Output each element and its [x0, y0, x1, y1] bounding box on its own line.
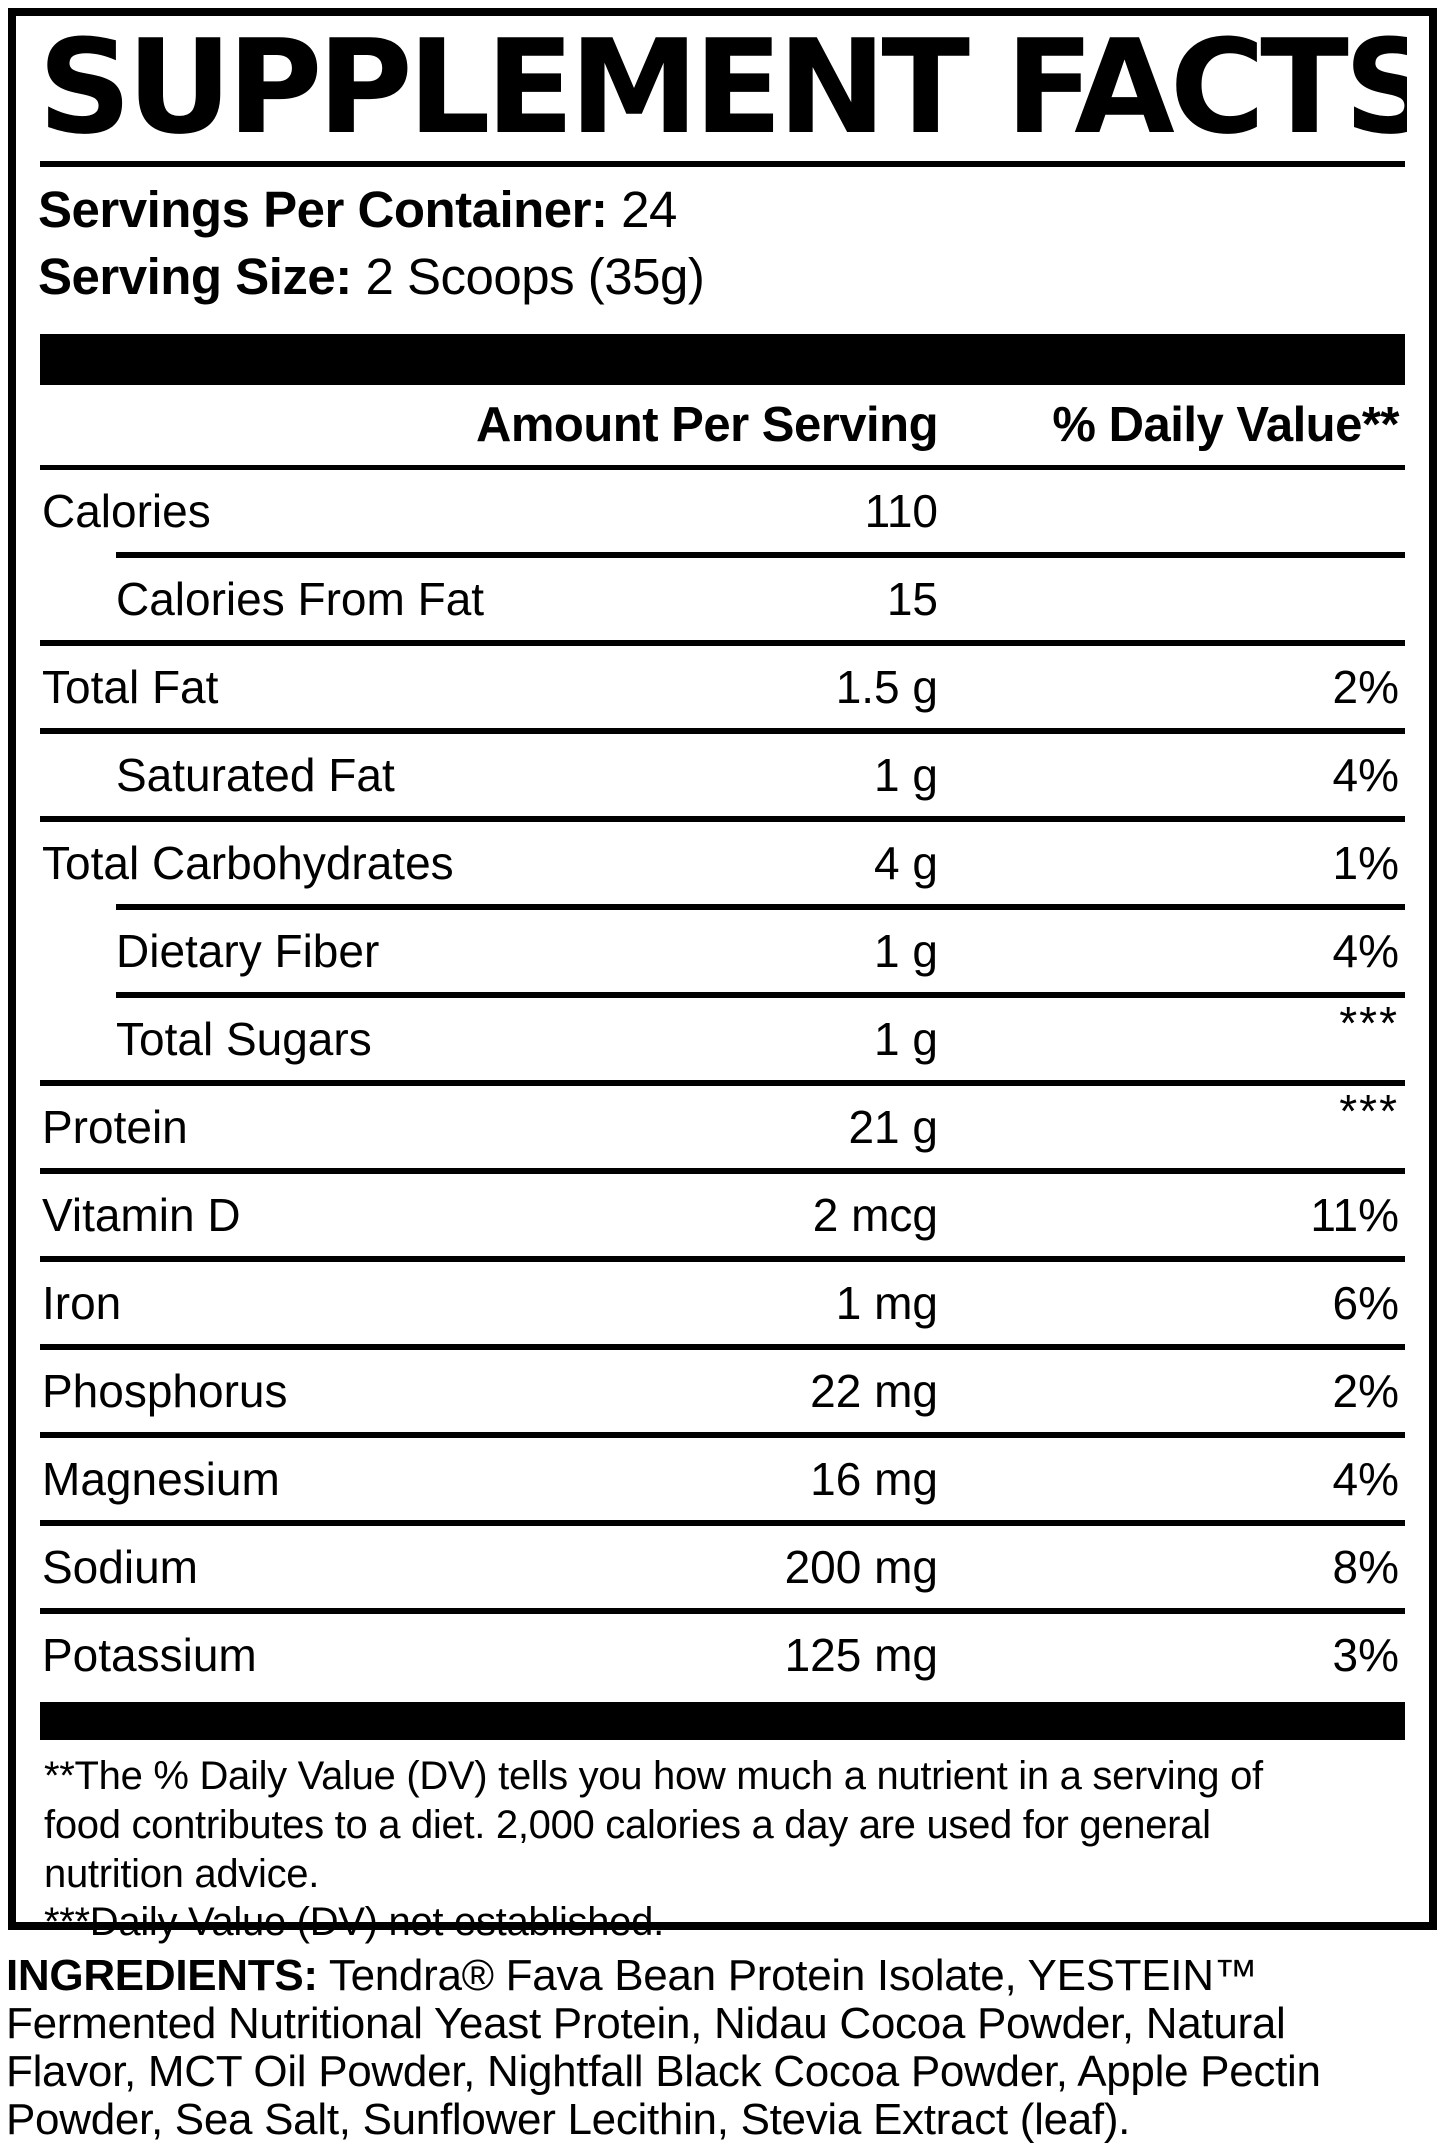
daily-value-footnote-line: food contributes to a diet. 2,000 calori…	[44, 1802, 1211, 1847]
nutrient-daily-value: 4%	[1332, 748, 1399, 801]
nutrient-amount: 16 mg	[810, 1452, 938, 1505]
nutrient-amount: 1 g	[874, 924, 938, 977]
ingredients-line: INGREDIENTS: Tendra® Fava Bean Protein I…	[6, 1952, 1439, 2000]
row-divider	[116, 551, 1405, 558]
nutrient-name: Total Carbohydrates	[42, 836, 454, 889]
row-divider	[40, 1167, 1405, 1174]
nutrient-amount: 1.5 g	[835, 660, 938, 713]
nutrient-name: Protein	[42, 1100, 188, 1153]
daily-value-footnote-line: **The % Daily Value (DV) tells you how m…	[44, 1753, 1263, 1798]
servings-per-container-value: 24	[621, 181, 677, 239]
nutrient-amount: 1 g	[874, 748, 938, 801]
table-row: Saturated Fat 1 g 4%	[38, 734, 1407, 816]
table-row: Sodium 200 mg 8%	[38, 1526, 1407, 1608]
nutrient-name: Phosphorus	[42, 1364, 288, 1417]
table-row: Calories From Fat 15	[38, 558, 1407, 640]
table-row: Total Fat 1.5 g 2%	[38, 646, 1407, 728]
nutrient-name: Calories From Fat	[116, 572, 485, 625]
nutrition-table: Calories 110 Calories From Fat 15 Total …	[38, 470, 1407, 1696]
table-row: Iron 1 mg 6%	[38, 1262, 1407, 1344]
supplement-facts-panel: SUPPLEMENT FACTS Servings Per Container:…	[8, 8, 1437, 1944]
ingredients-line1-text: Tendra® Fava Bean Protein Isolate, YESTE…	[328, 1951, 1258, 2000]
nutrient-name: Total Fat	[42, 660, 219, 713]
nutrient-daily-value: 8%	[1332, 1540, 1399, 1593]
table-row: Protein 21 g ***	[38, 1084, 1407, 1168]
ingredients-section: INGREDIENTS: Tendra® Fava Bean Protein I…	[6, 1952, 1439, 2144]
nutrient-name: Calories	[42, 484, 211, 537]
ingredients-line: Flavor, MCT Oil Powder, Nightfall Black …	[6, 2046, 1321, 2096]
table-row: Dietary Fiber 1 g 4%	[38, 910, 1407, 992]
nutrient-daily-value: ***	[1339, 1084, 1399, 1137]
serving-size-label: Serving Size:	[38, 247, 352, 305]
row-divider	[116, 903, 1405, 910]
separator-bar-top	[40, 333, 1405, 385]
nutrient-amount: 2 mcg	[812, 1188, 938, 1241]
nutrient-daily-value: 6%	[1332, 1276, 1399, 1329]
row-divider	[40, 639, 1405, 646]
ingredients-label: INGREDIENTS:	[6, 1951, 318, 2000]
ingredients-line: Fermented Nutritional Yeast Protein, Nid…	[6, 1998, 1286, 2048]
nutrient-daily-value: 4%	[1332, 924, 1399, 977]
nutrient-amount: 1 mg	[835, 1276, 938, 1329]
nutrient-name: Saturated Fat	[116, 748, 395, 801]
table-row: Phosphorus 22 mg 2%	[38, 1350, 1407, 1432]
daily-value-header: % Daily Value**	[1052, 397, 1399, 452]
nutrient-daily-value: 11%	[1310, 1188, 1399, 1241]
table-row: Total Sugars 1 g ***	[38, 996, 1407, 1080]
nutrient-daily-value: 1%	[1332, 836, 1399, 889]
nutrient-name: Total Sugars	[116, 1012, 372, 1065]
table-row: Calories 110	[38, 470, 1407, 552]
nutrient-name: Potassium	[42, 1628, 257, 1681]
header-rule	[40, 464, 1405, 470]
table-row: Potassium 125 mg 3%	[38, 1614, 1407, 1696]
row-divider	[116, 991, 1405, 998]
row-divider	[40, 1255, 1405, 1262]
nutrient-name: Dietary Fiber	[116, 924, 380, 977]
nutrient-amount: 125 mg	[784, 1628, 938, 1681]
nutrient-amount: 200 mg	[784, 1540, 938, 1593]
nutrient-amount: 21 g	[848, 1100, 938, 1153]
servings-per-container-label: Servings Per Container:	[38, 181, 608, 239]
nutrient-daily-value: 2%	[1332, 1364, 1399, 1417]
serving-size: Serving Size: 2 Scoops (35g)	[38, 244, 1407, 310]
nutrient-name: Iron	[42, 1276, 122, 1329]
table-row: Magnesium 16 mg 4%	[38, 1438, 1407, 1520]
row-divider	[40, 1343, 1405, 1350]
servings-per-container: Servings Per Container: 24	[38, 177, 1407, 243]
panel-title: SUPPLEMENT FACTS	[38, 24, 1407, 152]
row-divider	[40, 815, 1405, 822]
nutrient-amount: 15	[886, 572, 938, 625]
nutrient-amount: 110	[864, 484, 938, 537]
amount-per-serving-header: Amount Per Serving	[475, 397, 939, 452]
separator-bar-bottom	[40, 1701, 1405, 1740]
row-divider	[40, 1431, 1405, 1438]
nutrient-name: Sodium	[42, 1540, 198, 1593]
row-divider	[40, 1519, 1405, 1526]
not-established-footnote: ***Daily Value (DV) not established.	[44, 1900, 664, 1945]
row-divider	[40, 1607, 1405, 1614]
nutrient-daily-value: 3%	[1332, 1628, 1399, 1681]
title-rule	[40, 161, 1405, 168]
row-divider	[40, 727, 1405, 734]
table-row: Total Carbohydrates 4 g 1%	[38, 822, 1407, 904]
daily-value-footnote-line: nutrition advice.	[44, 1851, 320, 1896]
nutrient-name: Magnesium	[42, 1452, 280, 1505]
nutrient-amount: 4 g	[874, 836, 938, 889]
nutrient-daily-value: 2%	[1332, 660, 1399, 713]
footnotes: **The % Daily Value (DV) tells you how m…	[38, 1740, 1407, 1947]
table-header-row: Amount Per Serving % Daily Value**	[38, 385, 1407, 465]
table-row: Vitamin D 2 mcg 11%	[38, 1174, 1407, 1256]
nutrient-daily-value: 4%	[1332, 1452, 1399, 1505]
nutrient-daily-value: ***	[1339, 996, 1399, 1049]
nutrient-amount: 1 g	[874, 1012, 938, 1065]
nutrient-name: Vitamin D	[42, 1188, 241, 1241]
serving-info: Servings Per Container: 24 Serving Size:…	[38, 177, 1407, 310]
row-divider	[40, 1079, 1405, 1086]
nutrient-amount: 22 mg	[810, 1364, 938, 1417]
ingredients-line: Powder, Sea Salt, Sunflower Lecithin, St…	[6, 2094, 1131, 2144]
serving-size-value: 2 Scoops (35g)	[365, 247, 705, 305]
